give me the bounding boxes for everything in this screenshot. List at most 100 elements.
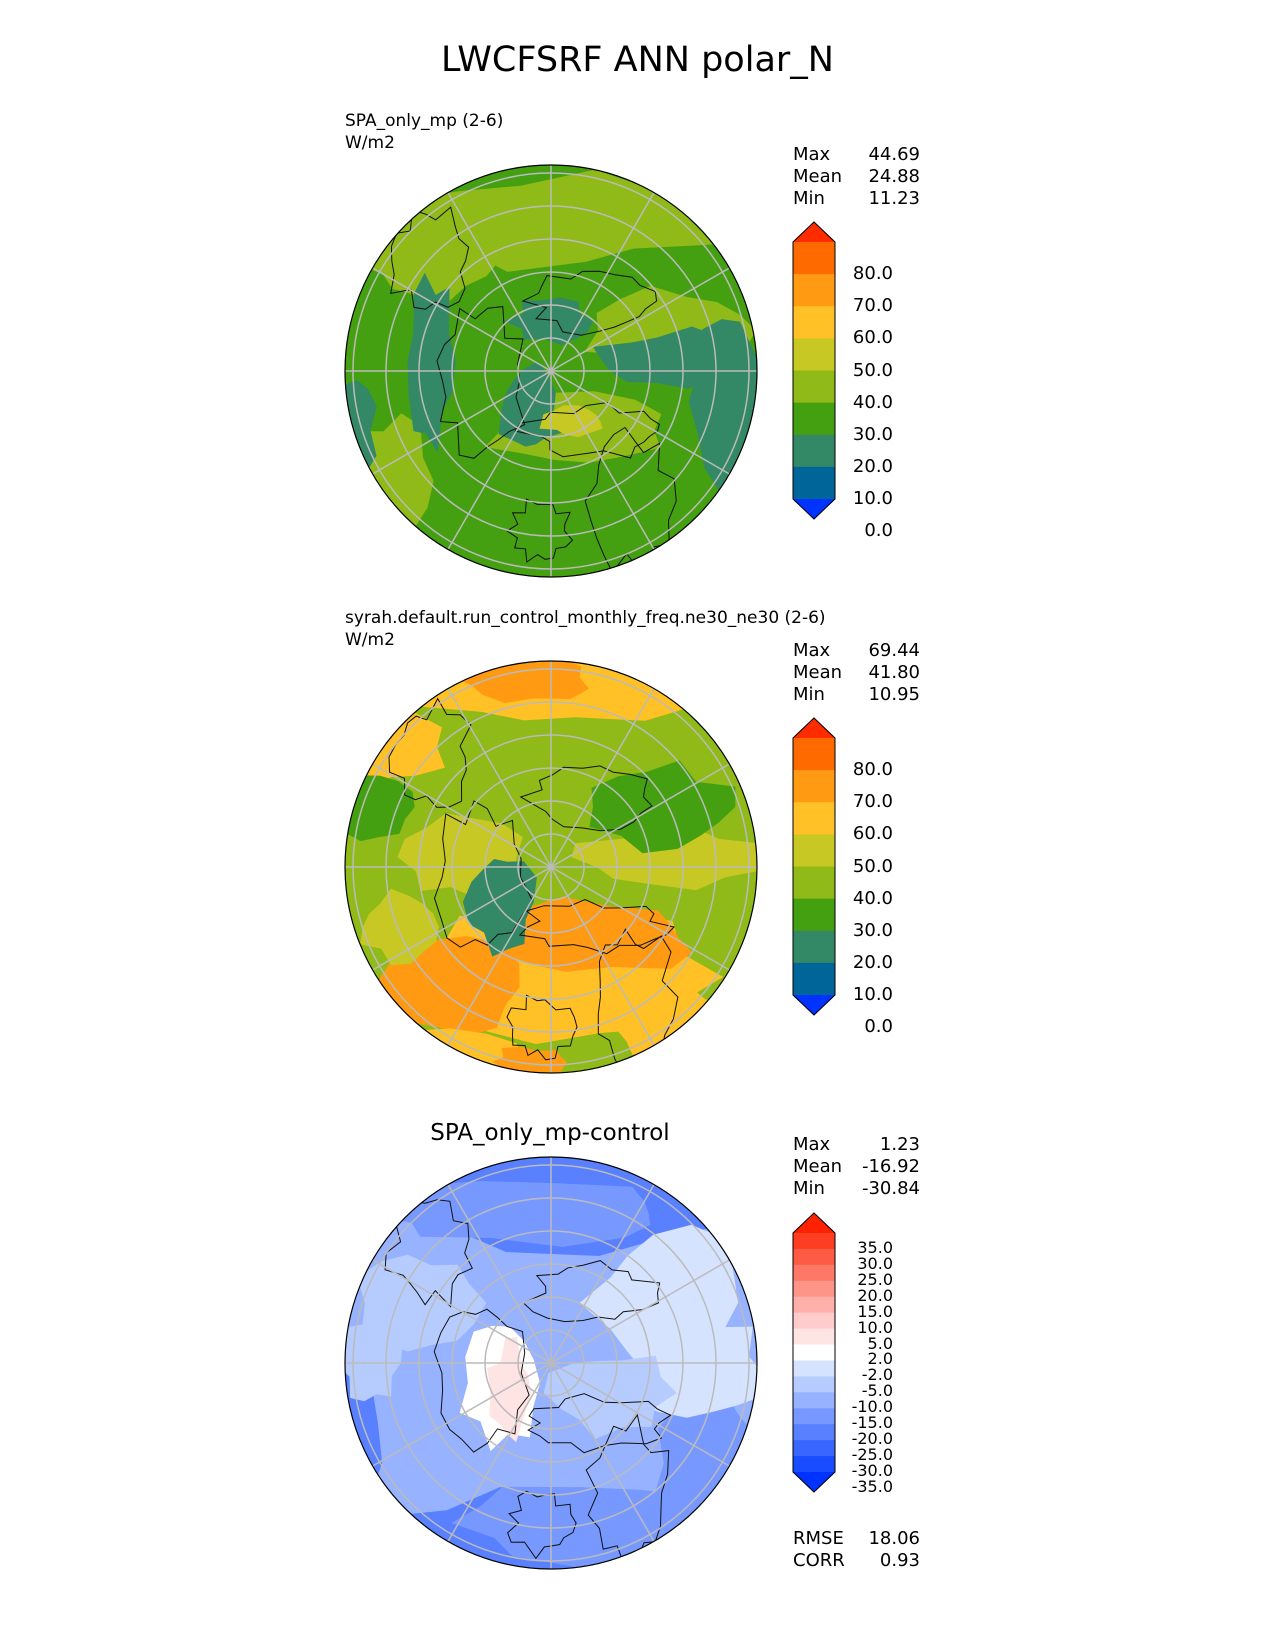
map-outline: [344, 164, 758, 578]
stat-value: 24.88: [868, 166, 920, 187]
panel2-case-name: syrah.default.run_control_monthly_freq.n…: [345, 608, 826, 628]
colorbar-segment: [793, 1392, 835, 1409]
colorbar-tick-label: 20.0: [852, 951, 893, 973]
colorbar-tick-label: 30.0: [857, 1253, 893, 1273]
colorbar-segment: [793, 370, 835, 404]
colorbar-tick-label: 10.0: [857, 1317, 893, 1337]
colorbar-segment: [793, 962, 835, 996]
colorbar-tick-label: -25.0: [851, 1445, 893, 1465]
colorbar-tick-label: 0.0: [864, 1016, 893, 1038]
figure-title: LWCFSRF ANN polar_N: [441, 40, 834, 80]
colorbar-segment: [793, 1312, 835, 1330]
colorbar-tick-label: 70.0: [852, 295, 893, 317]
colorbar-max-extension: [793, 718, 835, 738]
panel3-metrics: RMSE 18.06 CORR 0.93: [793, 1528, 920, 1572]
colorbar-tick-label: 5.0: [867, 1333, 893, 1353]
coastline: [521, 270, 658, 336]
colorbar-tick-label: 25.0: [857, 1269, 893, 1289]
panel1-units: W/m2: [345, 133, 395, 153]
colorbar-segment: [793, 770, 835, 803]
coastline: [514, 401, 660, 459]
contour-region: [539, 405, 603, 438]
colorbar-segment: [793, 1424, 835, 1441]
colorbar-tick-label: 20.0: [852, 455, 893, 477]
coastline: [585, 1413, 670, 1568]
coastline: [436, 306, 526, 459]
colorbar-segment: [793, 1376, 835, 1393]
colorbar-tick-label: 80.0: [852, 263, 893, 285]
colorbar-segment: [793, 242, 835, 275]
metric-label: RMSE: [793, 1528, 844, 1549]
stat-value: 44.69: [868, 144, 920, 165]
stat-label: Min: [793, 1178, 825, 1199]
colorbar-segment: [793, 338, 835, 371]
contour-region: [345, 380, 377, 487]
metric-value: 18.06: [868, 1528, 920, 1549]
stat-label: Mean: [793, 166, 843, 187]
colorbar-max-extension: [793, 222, 835, 242]
colorbar-segment: [793, 1408, 835, 1425]
colorbar-min-extension: [793, 995, 835, 1015]
colorbar-tick-label: 0.0: [864, 520, 893, 542]
coastline: [527, 1393, 672, 1454]
stat-label: Max: [793, 1134, 831, 1155]
colorbar-segment: [793, 930, 835, 964]
stat-value: -30.84: [861, 1178, 920, 1199]
stat-value: -16.92: [861, 1156, 920, 1177]
colorbar-outline: [792, 221, 836, 520]
panel2-stats: Max 69.44 Mean 41.80 Min 10.95: [793, 640, 920, 706]
stat-label: Mean: [793, 662, 843, 683]
stat-label: Max: [793, 640, 831, 661]
colorbar-segment: [793, 1360, 835, 1377]
colorbar-segment: [793, 1248, 835, 1266]
stat-value: 10.95: [868, 684, 920, 705]
contour-region: [589, 760, 736, 854]
colorbar-segment: [793, 1456, 835, 1473]
panel3-title: SPA_only_mp-control: [430, 1120, 670, 1146]
colorbar-tick-label: 30.0: [852, 423, 893, 445]
colorbar-tick-label: -20.0: [851, 1429, 893, 1449]
colorbar-segment: [793, 434, 835, 468]
colorbar-segment: [793, 1264, 835, 1282]
coastline: [519, 765, 653, 832]
colorbar-1: [792, 221, 836, 520]
colorbar-tick-label: 20.0: [857, 1285, 893, 1305]
colorbar-tick-label: 70.0: [852, 791, 893, 813]
stat-label: Max: [793, 144, 831, 165]
contour-region: [360, 1181, 651, 1247]
coastline: [518, 899, 675, 955]
meridian-line: [447, 192, 655, 550]
colorbar-tick-label: 50.0: [852, 855, 893, 877]
colorbar-segment: [793, 306, 835, 339]
panel1-stats: Max 44.69 Mean 24.88 Min 11.23: [793, 144, 920, 210]
panel2-label: syrah.default.run_control_monthly_freq.n…: [345, 607, 826, 651]
panel1-case-name: SPA_only_mp (2-6): [345, 111, 504, 131]
stat-value: 11.23: [868, 188, 920, 209]
stat-value: 41.80: [868, 662, 920, 683]
colorbar-tick-label: 10.0: [852, 488, 893, 509]
panel3-stats: Max 1.23 Mean -16.92 Min -30.84: [793, 1134, 920, 1200]
colorbar-tick-label: 60.0: [852, 327, 893, 349]
colorbar-min-extension: [793, 499, 835, 519]
colorbar-tick-label: -5.0: [861, 1381, 893, 1401]
coastline: [388, 697, 472, 808]
colorbar-tick-label: 15.0: [857, 1301, 893, 1321]
colorbar-tick-label: 10.0: [852, 984, 893, 1005]
colorbar-segment: [793, 1328, 835, 1346]
map-panel-2: [345, 661, 757, 1073]
colorbar-segment: [793, 1344, 835, 1361]
colorbar-tick-label: -15.0: [851, 1413, 893, 1433]
colorbar-min-extension: [793, 1472, 835, 1492]
stat-value: 1.23: [879, 1134, 920, 1155]
colorbar-segment: [793, 274, 835, 307]
colorbar-segment: [793, 802, 835, 835]
contour-region: [571, 827, 757, 891]
colorbar-segment: [793, 1280, 835, 1298]
colorbar-outline: [792, 717, 836, 1016]
colorbar-segment: [793, 466, 835, 500]
graticule: [345, 661, 757, 1073]
coastline: [506, 498, 574, 563]
colorbar-tick-label: 2.0: [867, 1349, 893, 1369]
colorbar-tick-label: -35.0: [851, 1476, 893, 1496]
panel1-label: SPA_only_mp (2-6) W/m2: [345, 110, 503, 154]
